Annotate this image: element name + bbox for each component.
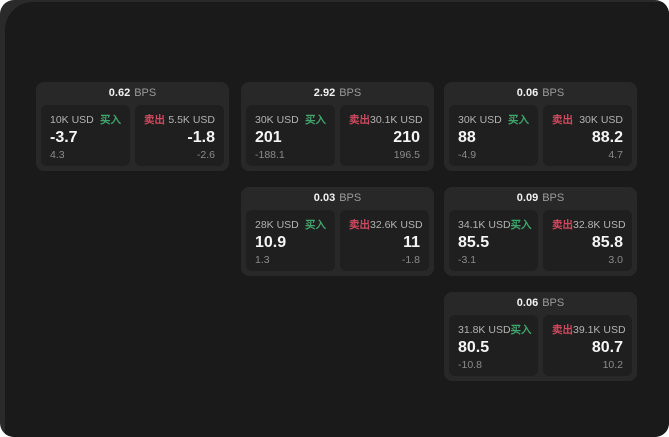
buy-side-label: 买入 [100, 114, 121, 126]
bps-unit-label: BPS [339, 192, 362, 204]
buy-delta: 1.3 [255, 253, 270, 266]
sell-price: 85.8 [591, 234, 623, 252]
quote-panels: 31.8K USD 买入 80.5 -10.8 卖出 39.1K USD 80.… [444, 315, 637, 381]
sell-delta: 3.0 [608, 253, 623, 266]
buy-price: 80.5 [458, 339, 490, 357]
sell-price: 80.7 [591, 339, 623, 357]
quote-panels: 30K USD 买入 201 -188.1 卖出 30.1K USD 210 1… [241, 105, 434, 171]
quote-panels: 34.1K USD 买入 85.5 -3.1 卖出 32.8K USD 85.8… [444, 210, 637, 276]
quote-card-6: 0.06 BPS 31.8K USD 买入 80.5 -10.8 卖出 39.1… [444, 292, 637, 381]
sell-panel[interactable]: 卖出 30K USD 88.2 4.7 [543, 105, 632, 166]
sell-price: -1.8 [187, 129, 215, 147]
sell-amount: 32.6K USD [370, 218, 423, 231]
sell-delta: -2.6 [196, 148, 215, 161]
buy-panel[interactable]: 30K USD 买入 88 -4.9 [449, 105, 538, 166]
buy-panel[interactable]: 34.1K USD 买入 85.5 -3.1 [449, 210, 538, 271]
buy-amount: 28K USD [255, 218, 299, 231]
card-header: 0.06 BPS [444, 82, 637, 105]
bps-value: 0.62 [108, 87, 131, 99]
sell-price: 88.2 [591, 129, 623, 147]
sell-side-label: 卖出 [144, 114, 165, 126]
quote-card-2: 2.92 BPS 30K USD 买入 201 -188.1 卖出 30.1K … [241, 82, 434, 171]
buy-delta: -3.1 [458, 253, 477, 266]
quote-card-1: 0.62 BPS 10K USD 买入 -3.7 4.3 卖出 5.5K USD… [36, 82, 229, 171]
card-header: 2.92 BPS [241, 82, 434, 105]
sell-amount: 30K USD [579, 113, 623, 126]
buy-amount: 30K USD [255, 113, 299, 126]
bps-unit-label: BPS [134, 87, 157, 99]
buy-panel[interactable]: 10K USD 买入 -3.7 4.3 [41, 105, 130, 166]
quote-panels: 28K USD 买入 10.9 1.3 卖出 32.6K USD 11 -1.8 [241, 210, 434, 276]
sell-amount: 39.1K USD [573, 323, 626, 336]
card-header: 0.03 BPS [241, 187, 434, 210]
buy-side-label: 买入 [305, 114, 326, 126]
sell-side-label: 卖出 [349, 114, 370, 126]
buy-side-label: 买入 [510, 219, 532, 231]
buy-amount: 10K USD [50, 113, 94, 126]
buy-price: 85.5 [458, 234, 490, 252]
sell-price: 11 [403, 234, 420, 252]
bps-unit-label: BPS [542, 297, 565, 309]
card-header: 0.62 BPS [36, 82, 229, 105]
sell-side-label: 卖出 [552, 324, 573, 336]
sell-panel[interactable]: 卖出 32.6K USD 11 -1.8 [340, 210, 429, 271]
buy-panel[interactable]: 28K USD 买入 10.9 1.3 [246, 210, 335, 271]
bps-value: 0.06 [516, 87, 539, 99]
sell-amount: 32.8K USD [573, 218, 626, 231]
quote-panels: 10K USD 买入 -3.7 4.3 卖出 5.5K USD -1.8 -2.… [36, 105, 229, 171]
buy-delta: 4.3 [50, 148, 65, 161]
buy-price: 10.9 [255, 234, 287, 252]
bps-value: 2.92 [313, 87, 336, 99]
buy-amount: 34.1K USD [458, 218, 511, 231]
quote-panels: 30K USD 买入 88 -4.9 卖出 30K USD 88.2 4.7 [444, 105, 637, 171]
sell-panel[interactable]: 卖出 5.5K USD -1.8 -2.6 [135, 105, 224, 166]
buy-amount: 30K USD [458, 113, 502, 126]
sell-delta: 10.2 [602, 358, 623, 371]
bps-value: 0.09 [516, 192, 539, 204]
buy-price: -3.7 [50, 129, 78, 147]
quote-card-3: 0.06 BPS 30K USD 买入 88 -4.9 卖出 30K USD 8… [444, 82, 637, 171]
buy-side-label: 买入 [508, 114, 529, 126]
buy-delta: -188.1 [255, 148, 285, 161]
buy-delta: -10.8 [458, 358, 482, 371]
bps-unit-label: BPS [339, 87, 362, 99]
sell-amount: 5.5K USD [168, 113, 215, 126]
sell-side-label: 卖出 [552, 219, 573, 231]
buy-delta: -4.9 [458, 148, 477, 161]
card-header: 0.09 BPS [444, 187, 637, 210]
sell-panel[interactable]: 卖出 39.1K USD 80.7 10.2 [543, 315, 632, 376]
buy-amount: 31.8K USD [458, 323, 511, 336]
bps-value: 0.03 [313, 192, 336, 204]
sell-panel[interactable]: 卖出 32.8K USD 85.8 3.0 [543, 210, 632, 271]
bps-value: 0.06 [516, 297, 539, 309]
buy-panel[interactable]: 31.8K USD 买入 80.5 -10.8 [449, 315, 538, 376]
sell-amount: 30.1K USD [370, 113, 423, 126]
sell-delta: 196.5 [393, 148, 420, 161]
bps-unit-label: BPS [542, 192, 565, 204]
sell-panel[interactable]: 卖出 30.1K USD 210 196.5 [340, 105, 429, 166]
bps-unit-label: BPS [542, 87, 565, 99]
sell-side-label: 卖出 [552, 114, 573, 126]
quote-card-4: 0.03 BPS 28K USD 买入 10.9 1.3 卖出 32.6K US… [241, 187, 434, 276]
sell-delta: 4.7 [608, 148, 623, 161]
buy-side-label: 买入 [510, 324, 532, 336]
sell-price: 210 [393, 129, 420, 147]
sell-side-label: 卖出 [349, 219, 370, 231]
sell-delta: -1.8 [401, 253, 420, 266]
quote-card-5: 0.09 BPS 34.1K USD 买入 85.5 -3.1 卖出 32.8K… [444, 187, 637, 276]
buy-price: 201 [255, 129, 282, 147]
buy-side-label: 买入 [305, 219, 326, 231]
buy-panel[interactable]: 30K USD 买入 201 -188.1 [246, 105, 335, 166]
buy-price: 88 [458, 129, 476, 147]
card-header: 0.06 BPS [444, 292, 637, 315]
